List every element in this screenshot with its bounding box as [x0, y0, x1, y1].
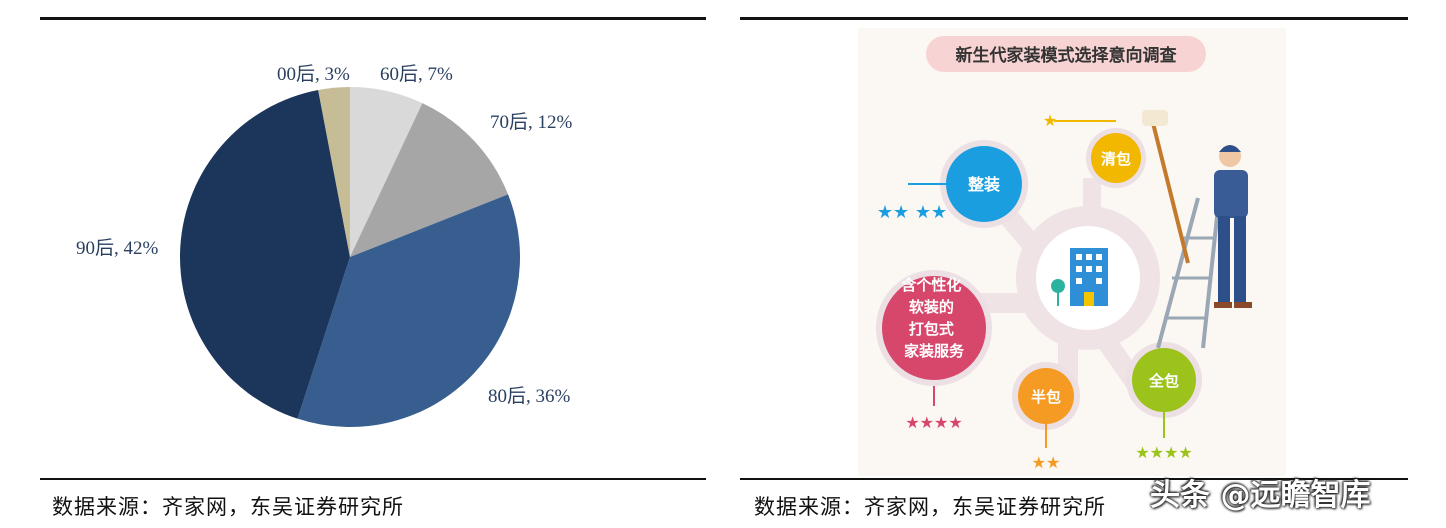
pie-label-00后: 00后, 3% [277, 63, 350, 85]
pie-label-90后: 90后, 42% [76, 237, 159, 259]
title-pill [926, 36, 1206, 72]
infographic-title: 新生代家装模式选择意向调查 [956, 45, 1178, 66]
right-bottom-rule [740, 478, 1408, 480]
option-circle-zhengzhuang [946, 146, 1022, 222]
mode-survey-infographic: 新生代家装模式选择意向调查 整装 [858, 28, 1286, 476]
option-label-qingbao: 清包 [1101, 150, 1131, 168]
option-label-zhengzhuang: 整装 [967, 175, 1000, 194]
right-top-rule [740, 17, 1408, 20]
pie-label-70后: 70后, 12% [490, 111, 573, 133]
right-source-text: 数据来源：齐家网，东吴证券研究所 [754, 495, 1106, 519]
stars-quanbao: ★★★★ [1135, 443, 1192, 462]
option-label-soft-package: 含个性化 软装的 打包式 家装服务 [901, 276, 966, 360]
pie-slice-60后 [350, 87, 423, 257]
building-icon [1051, 248, 1108, 306]
pie-label-60后: 60后, 7% [380, 63, 453, 85]
option-label-banbao: 半包 [1031, 388, 1061, 406]
pie-slice-70后 [350, 103, 509, 257]
pie-label-80后: 80后, 36% [488, 385, 571, 407]
stars-soft-package: ★★★★ [905, 413, 962, 432]
option-label-quanbao: 全包 [1148, 372, 1179, 390]
stars-banbao: ★★ [1032, 453, 1061, 472]
option-circle-soft-package [882, 276, 986, 380]
left-top-rule [40, 17, 706, 20]
infographic-graphic: 新生代家装模式选择意向调查 整装 [876, 36, 1252, 472]
watermark-text: 头条 @远瞻智库 [1150, 478, 1371, 513]
stars-qingbao: ★ [1043, 111, 1057, 130]
pie-slice-00后 [318, 87, 350, 257]
option-circle-banbao [1018, 368, 1074, 424]
pie-slice-90后 [180, 90, 350, 419]
painter-illustration [1142, 110, 1252, 349]
pie-chart: 60后, 7% 70后, 12% 80后, 36% 90后, 42% 00后, 3% [76, 63, 573, 427]
left-bottom-rule [40, 478, 706, 480]
left-source-text: 数据来源：齐家网，东吴证券研究所 [52, 495, 404, 519]
option-circle-qingbao [1091, 133, 1141, 183]
option-circle-quanbao [1132, 348, 1196, 412]
stars-zhengzhuang: ★★ ★★ [877, 202, 947, 223]
pie-slice-80后 [297, 194, 520, 427]
